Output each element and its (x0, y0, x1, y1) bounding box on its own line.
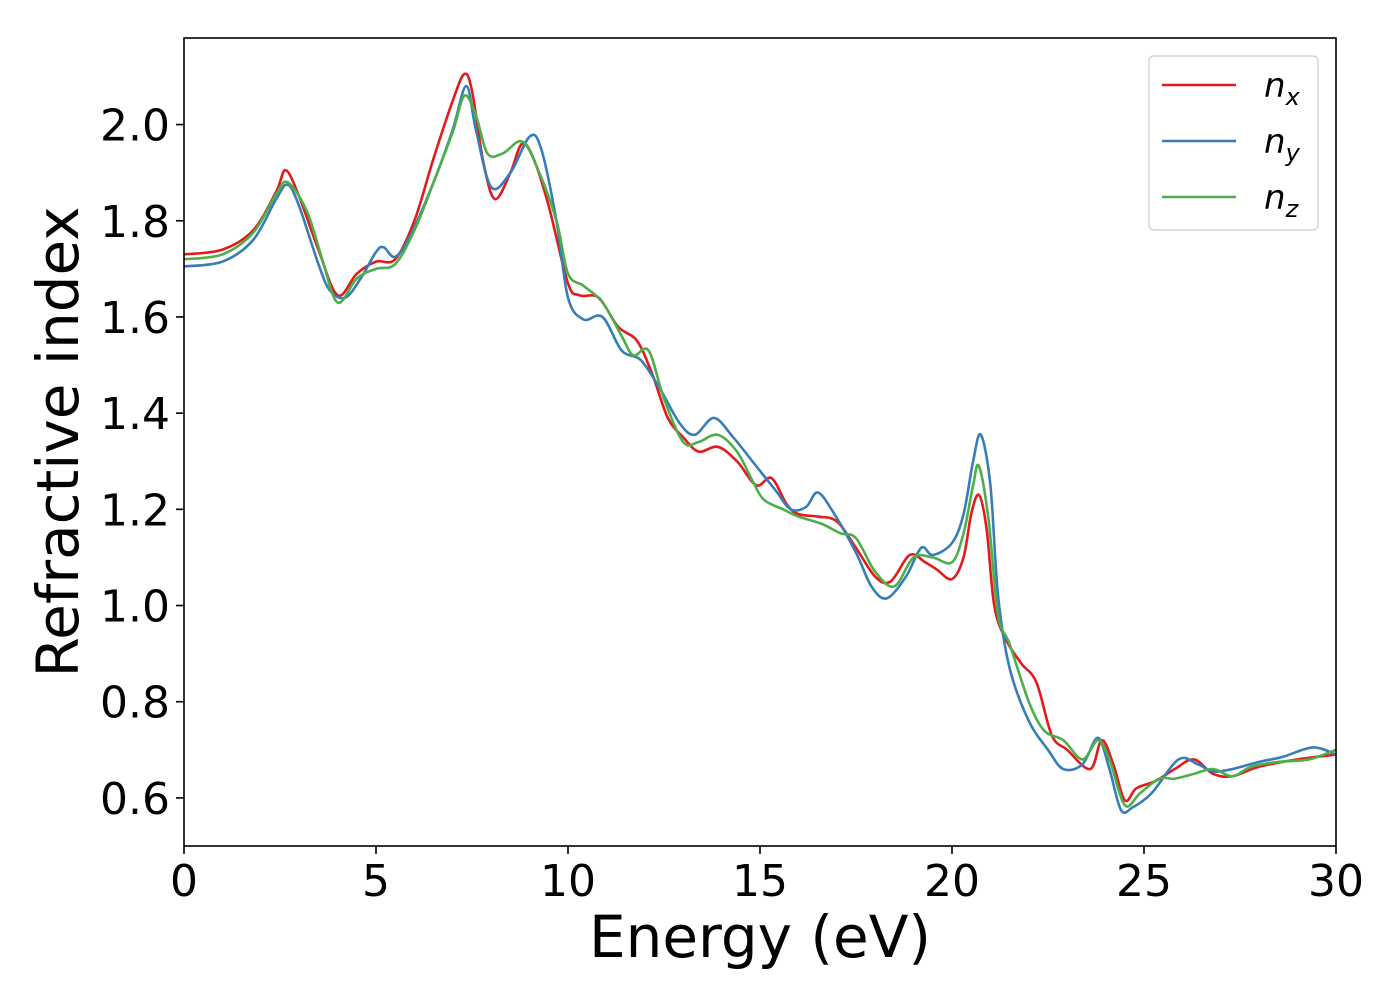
series-line-z (184, 94, 1336, 808)
y-tick-label: 1.8 (100, 197, 170, 248)
y-axis-title: Refractive index (24, 206, 92, 677)
y-axis-ticks: 0.6 0.8 1.0 1.2 1.4 1.6 1.8 2.0 (100, 101, 184, 825)
legend-subscript: x (1285, 83, 1301, 111)
x-tick-label: 30 (1308, 856, 1364, 907)
x-tick-label: 5 (362, 856, 390, 907)
y-tick-label: 0.6 (100, 774, 170, 825)
series-line-x (184, 72, 1336, 803)
y-tick-label: 1.4 (100, 389, 170, 440)
y-tick-label: 2.0 (100, 101, 170, 152)
y-tick-label: 0.8 (100, 678, 170, 729)
x-tick-label: 15 (732, 856, 788, 907)
legend-box (1148, 55, 1319, 231)
x-tick-label: 0 (170, 856, 198, 907)
legend-subscript: y (1285, 139, 1301, 167)
plot-background (184, 38, 1336, 846)
x-axis-title: Energy (eV) (589, 903, 931, 971)
y-tick-label: 1.2 (100, 485, 170, 536)
y-tick-label: 1.0 (100, 582, 170, 633)
series-line-y (184, 84, 1336, 815)
y-tick-label: 1.6 (100, 293, 170, 344)
x-tick-label: 25 (1116, 856, 1172, 907)
legend-label-y: ny (1264, 122, 1301, 167)
x-tick-label: 10 (540, 856, 596, 907)
series-layer (184, 72, 1336, 815)
x-axis-ticks: 0 5 10 15 20 25 30 (170, 846, 1364, 907)
x-tick-label: 20 (924, 856, 980, 907)
legend-subscript: z (1285, 195, 1300, 223)
